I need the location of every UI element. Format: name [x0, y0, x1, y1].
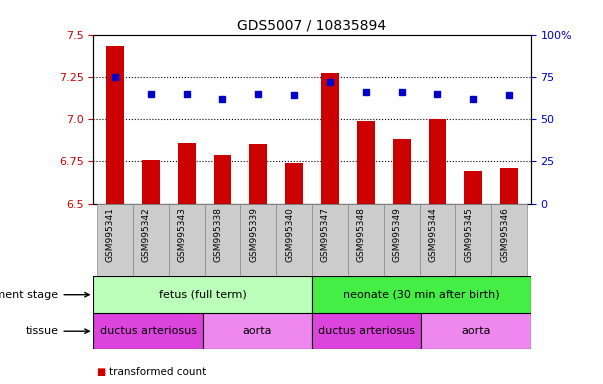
Bar	[421, 313, 531, 349]
Bar	[213, 154, 232, 204]
Bar	[178, 143, 195, 204]
Bar	[491, 204, 527, 276]
Bar	[393, 139, 411, 204]
Bar	[420, 204, 455, 276]
Bar	[250, 144, 267, 204]
Bar	[321, 73, 339, 204]
Bar	[93, 276, 312, 313]
Bar	[203, 313, 312, 349]
Bar	[312, 276, 531, 313]
Text: transformed count: transformed count	[109, 367, 206, 377]
Text: development stage: development stage	[0, 290, 89, 300]
Bar	[312, 204, 348, 276]
Text: GSM995345: GSM995345	[464, 207, 473, 262]
Bar	[97, 204, 133, 276]
Text: GSM995340: GSM995340	[285, 207, 294, 262]
Title: GDS5007 / 10835894: GDS5007 / 10835894	[238, 18, 387, 32]
Text: aorta: aorta	[242, 326, 272, 336]
Bar	[169, 204, 204, 276]
Bar	[241, 204, 276, 276]
Text: neonate (30 min after birth): neonate (30 min after birth)	[343, 290, 500, 300]
Text: aorta: aorta	[461, 326, 491, 336]
Text: GSM995343: GSM995343	[178, 207, 187, 262]
Text: fetus (full term): fetus (full term)	[159, 290, 247, 300]
Bar	[133, 204, 169, 276]
Bar	[204, 204, 241, 276]
Bar	[348, 204, 384, 276]
Bar	[384, 204, 420, 276]
Bar	[285, 163, 303, 204]
Text: GSM995348: GSM995348	[357, 207, 366, 262]
Text: GSM995346: GSM995346	[500, 207, 509, 262]
Bar	[464, 171, 482, 204]
Text: GSM995349: GSM995349	[393, 207, 402, 262]
Bar	[142, 160, 160, 204]
Bar	[93, 313, 203, 349]
Bar	[106, 46, 124, 204]
Bar	[500, 168, 518, 204]
Bar	[312, 313, 421, 349]
Text: ductus arteriosus: ductus arteriosus	[318, 326, 415, 336]
Text: GSM995342: GSM995342	[142, 207, 151, 262]
Bar	[455, 204, 491, 276]
Text: tissue: tissue	[25, 326, 89, 336]
Text: GSM995341: GSM995341	[106, 207, 115, 262]
Text: GSM995344: GSM995344	[429, 207, 437, 262]
Bar	[357, 121, 374, 204]
Text: GSM995347: GSM995347	[321, 207, 330, 262]
Text: ductus arteriosus: ductus arteriosus	[99, 326, 197, 336]
Text: GSM995338: GSM995338	[213, 207, 223, 262]
Text: GSM995339: GSM995339	[249, 207, 258, 262]
Bar	[429, 119, 446, 204]
Text: ■: ■	[96, 367, 106, 377]
Bar	[276, 204, 312, 276]
